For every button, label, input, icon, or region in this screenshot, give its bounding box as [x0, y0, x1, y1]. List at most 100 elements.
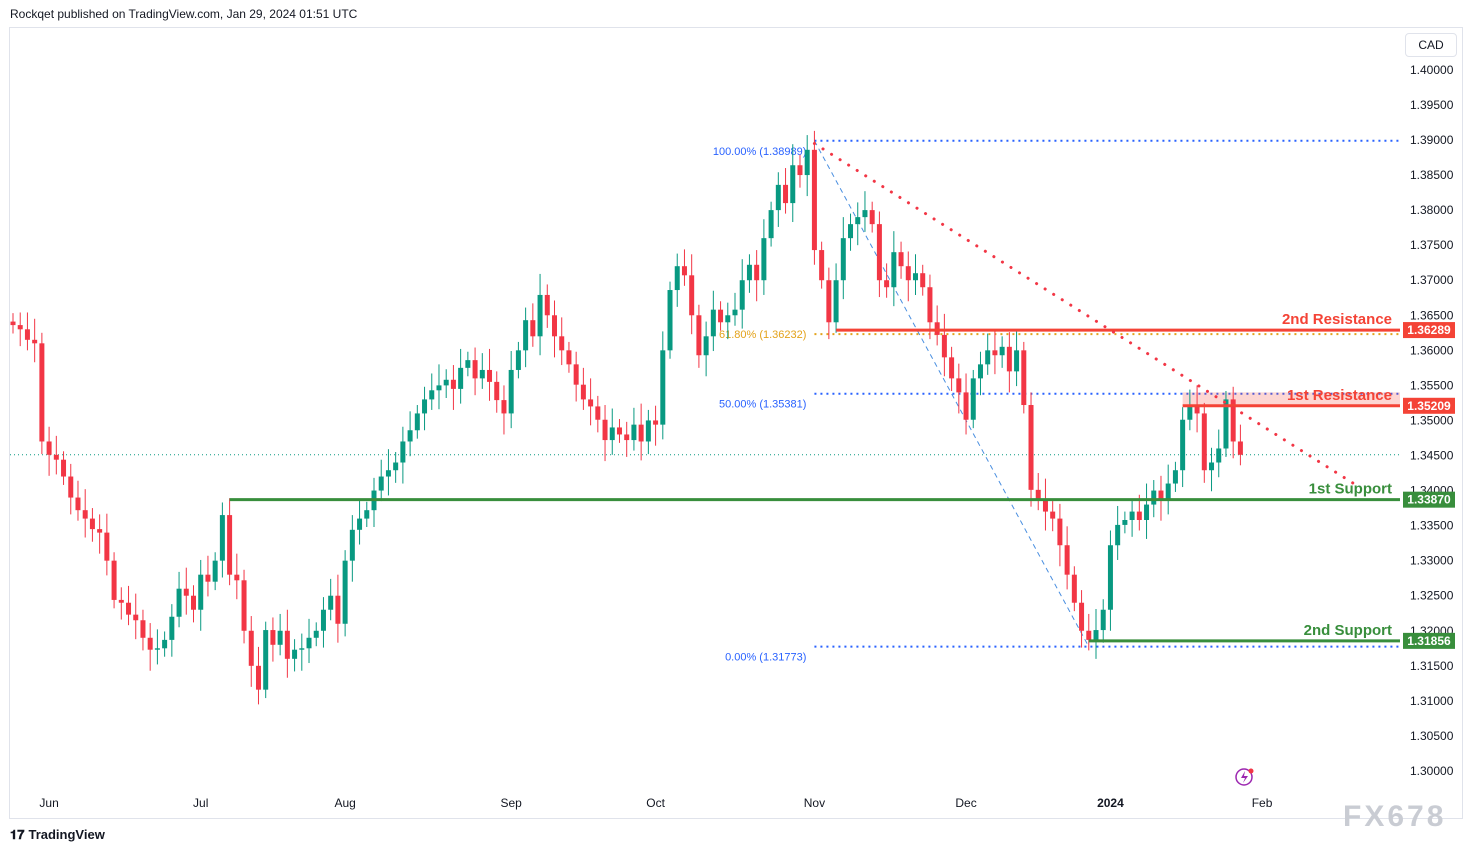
price-tag [1403, 491, 1455, 508]
y-tick-label: 1.37000 [1410, 273, 1454, 287]
candle-body [580, 384, 586, 400]
candle-body [638, 424, 644, 442]
candle-body [1057, 518, 1063, 546]
candle-body [840, 238, 846, 281]
brand-name: TradingView [28, 827, 105, 842]
y-tick-label: 1.39500 [1410, 98, 1454, 112]
candle-body [761, 238, 767, 281]
candle-body [552, 315, 557, 337]
candle-body [472, 360, 478, 379]
candle-body [270, 630, 276, 645]
candle-body [602, 419, 608, 441]
candle-body [660, 350, 666, 425]
candle-body [191, 595, 196, 610]
candle-body [450, 379, 456, 389]
candle-body [718, 309, 724, 323]
candle-body [898, 252, 904, 267]
candle-body [826, 280, 832, 323]
candle-body [357, 518, 363, 530]
y-tick-label: 1.38000 [1410, 203, 1454, 217]
candle-body [1223, 399, 1229, 449]
candle-body [241, 580, 247, 631]
x-tick-label: Jul [193, 796, 208, 810]
x-tick-label: Sep [501, 796, 523, 810]
y-tick-label: 1.39000 [1410, 133, 1454, 147]
currency-button[interactable]: CAD [1405, 33, 1457, 57]
candle-body [920, 273, 926, 288]
fib-diagonal-line [813, 140, 1090, 647]
candle-body [234, 574, 240, 581]
candle-body [335, 595, 341, 624]
candle-body [530, 320, 536, 337]
candle-body [790, 165, 796, 204]
candle-body [913, 273, 918, 281]
candle-body [876, 224, 882, 281]
lightning-bolt-icon [1241, 771, 1248, 783]
candle-body [884, 280, 890, 288]
y-tick-label: 1.37500 [1410, 238, 1454, 252]
candle-body [133, 614, 139, 621]
candle-body [862, 210, 868, 218]
y-tick-label: 1.32500 [1410, 589, 1454, 603]
candle-body [1071, 574, 1077, 603]
x-tick-label: Feb [1252, 796, 1273, 810]
candle-body [970, 378, 976, 420]
candle-body [422, 399, 428, 414]
candle-body [1064, 545, 1070, 575]
candle-body [97, 529, 103, 533]
candle-body [82, 510, 88, 519]
candle-body [775, 184, 781, 211]
candle-body [1115, 524, 1121, 546]
y-tick-label: 1.30000 [1410, 764, 1454, 778]
candle-body [17, 325, 23, 330]
candle-body [104, 532, 110, 561]
candle-body [609, 427, 615, 441]
candle-body [739, 280, 745, 310]
candle-body [1093, 630, 1099, 640]
candle-body [501, 400, 507, 414]
candle-body [1100, 609, 1106, 631]
candle-body [1028, 405, 1034, 490]
candle-body [949, 357, 955, 379]
resistance-zone [1182, 392, 1400, 406]
candle-body [378, 476, 384, 491]
candle-body [768, 210, 774, 239]
y-tick-label: 1.35000 [1410, 413, 1454, 427]
candle-body [804, 149, 810, 176]
candle-body [819, 250, 825, 281]
candle-body [616, 427, 622, 435]
candle-body [963, 392, 969, 420]
candle-body [429, 390, 435, 400]
price-tag [1403, 322, 1455, 339]
candle-body [1006, 346, 1012, 372]
tradingview-logo[interactable]: 𝟏𝟕 TradingView [10, 827, 105, 843]
candle-body [566, 350, 572, 365]
candle-body [956, 378, 962, 393]
y-tick-label: 1.40000 [1410, 63, 1454, 77]
candle-body [667, 290, 673, 351]
candle-body [364, 510, 370, 519]
candle-body [703, 336, 709, 356]
candle-body [407, 430, 413, 442]
candle-body [32, 339, 38, 344]
x-tick-label: Aug [334, 796, 355, 810]
candle-body [783, 184, 789, 204]
candle-body [299, 648, 305, 650]
downtrend-line [812, 142, 1358, 487]
y-tick-label: 1.36500 [1410, 308, 1454, 322]
support-label: 1st Support [1309, 481, 1392, 498]
candle-body [696, 315, 702, 356]
price-tag-label: 1.36289 [1407, 323, 1451, 337]
price-tag-label: 1.31856 [1407, 634, 1451, 648]
candle-body [349, 529, 355, 561]
candle-body [689, 275, 695, 316]
x-tick-label: Nov [804, 796, 825, 810]
candle-body [198, 574, 204, 610]
candle-body [732, 309, 738, 316]
candle-body [227, 515, 233, 575]
candle-body [46, 441, 52, 455]
candle-body [205, 574, 211, 582]
tv-logo-icon: 𝟏𝟕 [10, 827, 25, 842]
